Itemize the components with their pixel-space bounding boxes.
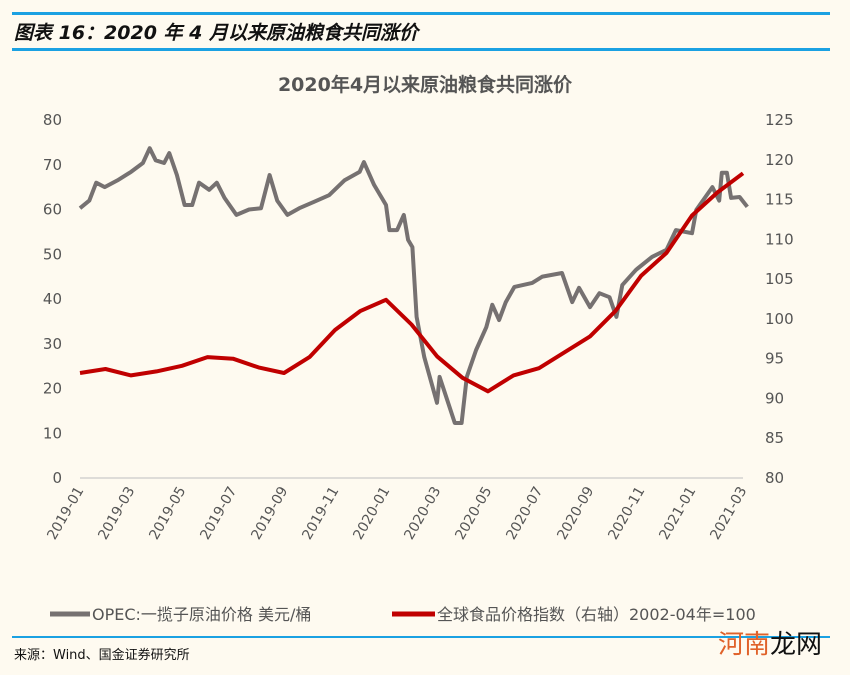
x-tick-label: 2020-11 (605, 484, 648, 543)
food-index-line (79, 171, 745, 394)
x-tick-label: 2021-03 (707, 484, 750, 543)
y-right-tick-label: 125 (765, 111, 794, 129)
y-right-tick-label: 85 (765, 429, 784, 447)
y-left-tick-label: 40 (43, 290, 62, 308)
watermark: 河南龙网 (718, 624, 822, 661)
top-rule (12, 12, 830, 15)
x-tick-label: 2020-05 (452, 484, 495, 543)
x-tick-label: 2019-05 (146, 484, 189, 543)
figure-title: 图表 16：2020 年 4 月以来原油粮食共同涨价 (14, 22, 419, 44)
title-rule (12, 48, 830, 51)
x-tick-label: 2021-01 (656, 484, 699, 543)
watermark-part2: 龙网 (770, 630, 823, 660)
watermark-part1: 河南 (718, 630, 771, 660)
y-left-tick-label: 50 (43, 245, 62, 263)
source-note: 来源：Wind、国金证券研究所 (14, 648, 190, 663)
y-right-tick-label: 115 (765, 191, 794, 209)
y-left-tick-label: 60 (43, 201, 62, 219)
y-right-tick-label: 105 (765, 270, 794, 288)
x-tick-label: 2019-01 (44, 484, 87, 543)
y-left-tick-label: 80 (43, 111, 62, 129)
legend-oil-label: OPEC:一揽子原油价格 美元/桶 (92, 605, 311, 624)
legend-food-label: 全球食品价格指数（右轴）2002-04年=100 (437, 605, 756, 624)
y-left-tick-label: 30 (43, 335, 62, 353)
x-tick-label: 2019-07 (197, 484, 240, 543)
x-tick-label: 2020-01 (350, 484, 393, 543)
y-left-tick-label: 70 (43, 156, 62, 174)
y-right-tick-label: 80 (765, 469, 784, 487)
y-left-tick-label: 0 (52, 469, 62, 487)
oil-price-line (78, 146, 749, 425)
chart-title: 2020年4月以来原油粮食共同涨价 (278, 73, 573, 96)
y-left-tick-label: 20 (43, 380, 62, 398)
y-right-tick-label: 110 (765, 230, 794, 248)
legend: OPEC:一揽子原油价格 美元/桶 全球食品价格指数（右轴）2002-04年=1… (50, 605, 756, 624)
y-left-tick-label: 10 (43, 424, 62, 442)
x-tick-label: 2020-07 (503, 484, 546, 543)
y-right-tick-label: 100 (765, 310, 794, 328)
x-tick-label: 2019-09 (248, 484, 291, 543)
x-tick-label: 2019-03 (95, 484, 138, 543)
x-tick-label: 2019-11 (299, 484, 342, 543)
y-right-tick-label: 90 (765, 389, 784, 407)
x-tick-label: 2020-03 (401, 484, 444, 543)
x-tick-label: 2020-09 (554, 484, 597, 543)
bottom-rule (12, 636, 830, 638)
y-right-tick-label: 95 (765, 350, 784, 368)
y-right-tick-label: 120 (765, 151, 794, 169)
